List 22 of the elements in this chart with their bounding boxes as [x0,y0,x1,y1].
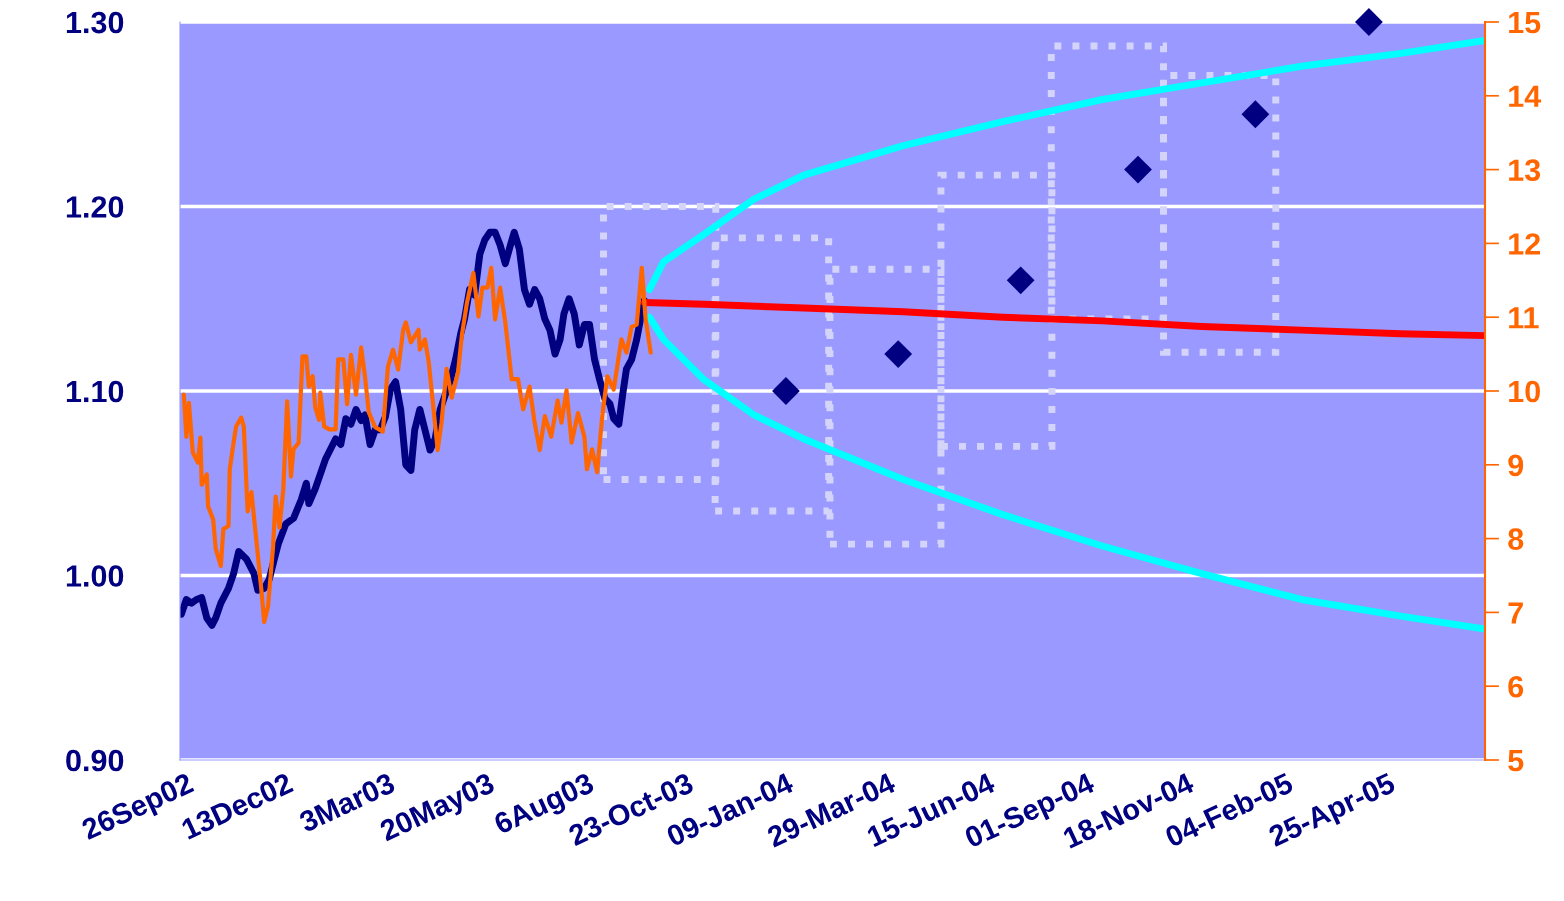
point [772,377,800,405]
y-tick-label: 1.20 [66,196,124,218]
point [884,340,913,368]
point [1124,155,1152,184]
y2-tick-label: 15 [1509,12,1541,34]
y2-tick-label: 13 [1509,159,1541,182]
y2-tick-label: 10 [1509,380,1540,403]
y2-tick-label: 8 [1508,528,1524,550]
y-tick-label: 1.10 [66,380,124,403]
y2-tick-label: 7 [1508,602,1523,624]
point [1355,8,1383,36]
y2-tick-label: 6 [1508,675,1524,698]
point [1241,100,1270,129]
y2-tick-label: 9 [1508,454,1524,477]
y2-tick-label: 14 [1509,85,1542,107]
y-tick-label: 1.00 [66,565,124,587]
y2-tick-label: 5 [1508,750,1524,772]
point [1006,266,1035,295]
y-tick-label: 0.90 [66,749,124,772]
y2-tick-label: 12 [1509,233,1540,255]
y-tick-label: 1.30 [66,11,124,34]
y2-tick-label: 11 [1509,307,1539,329]
